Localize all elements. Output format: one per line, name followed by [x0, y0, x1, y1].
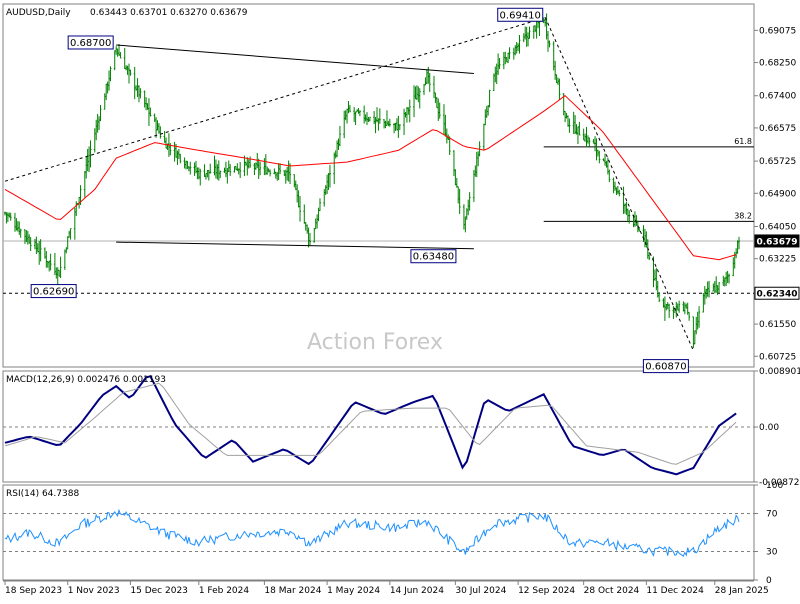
price-annotation-box	[642, 359, 689, 374]
symbol-label: AUDUSD,Daily	[6, 8, 71, 18]
x-tick-label: 28 Jan 2025	[715, 586, 769, 596]
support-level-label: 0.62340	[757, 290, 798, 300]
macd-y-tick-label: 0.00	[759, 423, 779, 433]
price-panel-frame	[2, 3, 755, 368]
price-annotation-box	[67, 35, 114, 50]
macd-series-signal	[4, 382, 737, 465]
macd-series-macd	[4, 375, 737, 476]
trendline	[116, 241, 474, 250]
price-y-tick-label: 0.68250	[759, 59, 796, 69]
rsi-y-tick-label: 0	[766, 576, 772, 586]
ohlc-readout: 0.63443 0.63701 0.63270 0.63679	[90, 8, 248, 18]
trendline	[544, 17, 694, 351]
price-annotation-label: 0.63480	[413, 252, 454, 263]
watermark-text: Action Forex	[307, 330, 443, 355]
price-y-tick-label: 0.61550	[759, 320, 796, 330]
current-price-box	[754, 234, 800, 248]
rsi-y-tick-label: 70	[766, 510, 778, 520]
price-y-tick-label: 0.66575	[759, 124, 796, 134]
price-y-tick-label: 0.63225	[759, 255, 796, 265]
rsi-label: RSI(14) 64.7388	[6, 489, 79, 499]
macd-label: MACD(12,26,9) 0.002476 0.001193	[6, 375, 166, 385]
price-y-tick-label: 0.60725	[759, 352, 796, 362]
price-annotation-label: 0.69410	[500, 10, 541, 21]
moving-average-line	[4, 95, 737, 261]
price-y-tick-label: 0.64900	[759, 189, 796, 199]
price-annotation-label: 0.68700	[70, 38, 111, 49]
price-y-tick-label: 0.69075	[759, 26, 796, 36]
x-tick-label: 18 Sep 2023	[5, 586, 62, 596]
price-annotation-box	[410, 249, 457, 264]
x-tick-label: 18 Mar 2024	[264, 586, 321, 596]
frames-layer	[2, 3, 755, 582]
macd-panel-frame	[2, 370, 755, 483]
x-tick-label: 15 Dec 2023	[130, 586, 188, 596]
grid-layer	[3, 29, 758, 585]
current-price-label: 0.63679	[757, 237, 798, 247]
annotation-layer: 0.68700 0.69410 0.62690 0.63480 0.60870 0.636…	[30, 7, 800, 374]
lines-layer	[3, 11, 754, 557]
price-y-tick-label: 0.65725	[759, 157, 796, 167]
x-tick-label: 28 Oct 2024	[584, 586, 640, 596]
rsi-panel-frame	[2, 484, 755, 581]
trendline	[4, 17, 546, 182]
rsi-series-line	[4, 508, 740, 557]
price-y-tick-label: 0.64050	[759, 222, 796, 232]
trendline	[116, 44, 474, 74]
fib-level-label: 61.8	[734, 137, 752, 146]
rsi-y-tick-label: 30	[766, 548, 778, 558]
x-tick-label: 14 Jun 2024	[390, 586, 444, 596]
text-layer: Action Forex 0.69075 0.68250 0.67400 0.66575…	[5, 8, 800, 596]
fib-level-label: 38.2	[734, 211, 752, 220]
price-annotation-box	[30, 284, 77, 299]
price-annotation-label: 0.60870	[645, 362, 686, 373]
x-tick-label: 1 Feb 2024	[199, 586, 250, 596]
price-y-tick-label: 0.67400	[759, 92, 796, 102]
price-annotation-label: 0.62690	[33, 287, 74, 298]
x-tick-label: 1 May 2024	[327, 586, 380, 596]
x-tick-label: 12 Sep 2024	[518, 586, 575, 596]
x-tick-label: 1 Nov 2023	[68, 586, 120, 596]
rsi-y-tick-label: 100	[766, 481, 783, 491]
macd-y-tick-label: 0.008901	[759, 367, 800, 377]
support-level-box	[754, 286, 800, 300]
x-tick-label: 30 Jul 2024	[455, 586, 506, 596]
x-tick-label: 11 Dec 2024	[646, 586, 704, 596]
price-annotation-box	[497, 7, 544, 22]
macd-y-tick-label: -0.008729	[759, 478, 800, 488]
